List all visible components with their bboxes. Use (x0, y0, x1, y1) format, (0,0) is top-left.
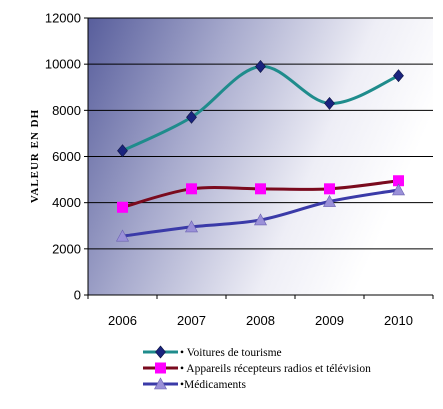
x-axis-ticks: 2006 2007 2008 2009 2010 (87, 295, 434, 328)
legend-item: • Appareils récepteurs radios et télévis… (143, 362, 371, 375)
y-tick-label: 8000 (52, 103, 81, 118)
y-tick-label: 4000 (52, 195, 81, 210)
series-group (115, 60, 406, 242)
y-axis-ticks: 0 2000 4000 6000 8000 10000 12000 (45, 11, 88, 303)
series-0 (117, 60, 404, 158)
data-point (324, 183, 335, 195)
legend-label: • Appareils récepteurs radios et télévis… (180, 363, 371, 375)
data-point (391, 183, 406, 196)
y-tick-label: 10000 (45, 57, 81, 72)
y-tick-label: 0 (74, 288, 81, 303)
data-point (117, 201, 128, 213)
x-tick-label: 2007 (177, 313, 206, 328)
legend-item: •Médicaments (143, 377, 247, 391)
legend-label: • Voitures de tourisme (180, 347, 282, 359)
data-point (117, 144, 128, 158)
data-point (184, 220, 199, 233)
series-1 (117, 175, 404, 213)
data-point (255, 60, 266, 73)
gridlines (88, 17, 433, 250)
series-2 (115, 183, 406, 242)
data-point (253, 213, 268, 226)
data-point (115, 229, 130, 242)
x-tick-label: 2009 (315, 313, 344, 328)
legend-marker (155, 345, 166, 359)
legend-marker (155, 362, 166, 374)
x-tick-label: 2008 (246, 313, 275, 328)
data-point (393, 69, 404, 83)
data-point (186, 183, 197, 195)
y-tick-label: 2000 (52, 241, 81, 256)
legend: • Voitures de tourisme • Appareils récept… (143, 345, 371, 391)
legend-item: • Voitures de tourisme (143, 345, 282, 359)
y-axis-label: VALEUR EN DH (29, 109, 41, 203)
x-tick-label: 2006 (108, 313, 137, 328)
y-tick-label: 12000 (45, 11, 81, 26)
data-point (186, 110, 197, 124)
data-point (322, 194, 337, 207)
y-tick-label: 6000 (52, 149, 81, 164)
x-tick-label: 2010 (384, 313, 413, 328)
legend-label: •Médicaments (180, 379, 247, 391)
data-point (255, 183, 266, 195)
data-point (393, 175, 404, 187)
legend-marker (153, 377, 168, 390)
data-point (324, 96, 335, 110)
